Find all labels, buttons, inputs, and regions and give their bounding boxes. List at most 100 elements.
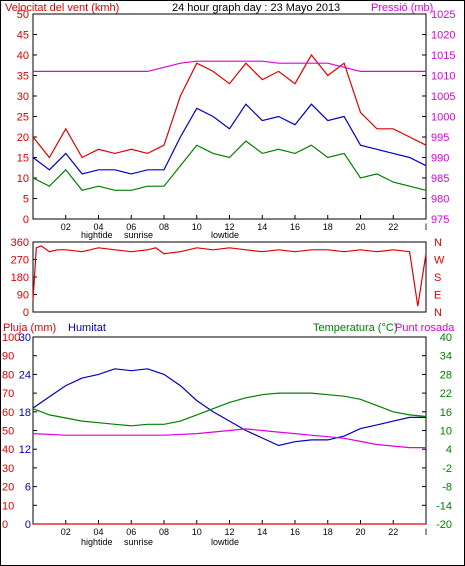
compass-label: N xyxy=(434,237,442,249)
temp-x-tick-label: 20 xyxy=(355,527,365,537)
rain-y-tick-label: 80 xyxy=(2,369,14,381)
wind-x-tick-label: 06 xyxy=(126,222,136,232)
temperature-line xyxy=(32,392,427,427)
rain-y-tick-label: 60 xyxy=(2,407,14,419)
wind-y-tick-label: 50 xyxy=(17,9,29,21)
pressure-line xyxy=(33,60,426,73)
wind-x-tick-label: 16 xyxy=(290,222,300,232)
temp-y-tick-label: 22 xyxy=(440,388,452,400)
temp-x-tick-label: 14 xyxy=(257,527,267,537)
humidity-line xyxy=(32,368,426,447)
temp-x-tick-label: 18 xyxy=(323,527,333,537)
wind-y-tick-label: 10 xyxy=(17,173,29,185)
humidity-y-tick-label: 30 xyxy=(19,332,31,344)
wind-x-tick-label: 02 xyxy=(61,222,71,232)
humidity-y-tick-label: 18 xyxy=(19,407,31,419)
temp-y-tick-label: 40 xyxy=(440,332,452,344)
wind-y-tick-label: 15 xyxy=(17,153,29,165)
humidity-y-tick-label: 6 xyxy=(25,482,31,494)
wind-x-tick-label: 20 xyxy=(355,222,365,232)
hightide-label-bottom: hightide xyxy=(81,537,113,547)
wind-y-tick-label: 5 xyxy=(23,194,29,206)
wind-direction-line xyxy=(32,245,427,307)
rain-y-tick-label: 40 xyxy=(2,444,14,456)
direction-y-tick-label: 180 xyxy=(11,272,29,284)
rain-y-tick-label: 10 xyxy=(2,500,14,512)
wind-y-tick-label: 25 xyxy=(17,112,29,124)
sunrise-label: sunrise xyxy=(124,230,153,240)
sunrise-label-bottom: sunrise xyxy=(124,537,153,547)
compass-label: S xyxy=(434,272,441,284)
wind-y-tick-label: 45 xyxy=(17,30,29,42)
temp-x-tick-label: 06 xyxy=(126,527,136,537)
wind-y-tick-label: 0 xyxy=(23,214,29,226)
pressure-y-tick-label: 990 xyxy=(431,153,449,165)
humidity-y-tick-label: 24 xyxy=(19,369,31,381)
wind-x-tick-label: 18 xyxy=(323,222,333,232)
wind-x-tick-label: 08 xyxy=(159,222,169,232)
wind-x-tick-label: I xyxy=(425,222,428,232)
pressure-y-tick-label: 1005 xyxy=(431,91,455,103)
wind-gust-line xyxy=(32,53,427,159)
temp-x-tick-label: 12 xyxy=(224,527,234,537)
pressure-y-tick-label: 1015 xyxy=(431,50,455,62)
direction-panel xyxy=(32,241,427,313)
wind-axis-label: Velocitat del vent (kmh) xyxy=(5,2,119,14)
pressure-y-tick-label: 985 xyxy=(431,173,449,185)
pressure-y-tick-label: 980 xyxy=(431,194,449,206)
wind-y-tick-label: 20 xyxy=(17,132,29,144)
temp-y-tick-label: -2 xyxy=(442,463,452,475)
rain-y-tick-label: 20 xyxy=(2,482,14,494)
temp-x-tick-label: 02 xyxy=(61,527,71,537)
humidity-y-tick-label: 0 xyxy=(25,519,31,531)
wind-x-tick-label: 12 xyxy=(224,222,234,232)
rain-y-tick-label: 30 xyxy=(2,463,14,475)
temp-x-tick-label: 08 xyxy=(159,527,169,537)
rain-y-tick-label: 90 xyxy=(2,351,14,363)
wind-speed-line xyxy=(32,103,427,175)
temp-y-tick-label: -20 xyxy=(436,519,452,531)
temp-x-tick-label: 04 xyxy=(93,527,103,537)
rain-y-tick-label: 70 xyxy=(2,388,14,400)
compass-label: N xyxy=(434,307,442,319)
direction-y-tick-label: 0 xyxy=(23,307,29,319)
temp-x-tick-label: 16 xyxy=(290,527,300,537)
wind-x-tick-label: 14 xyxy=(257,222,267,232)
direction-y-tick-label: 270 xyxy=(11,255,29,267)
pressure-axis-label: Pressió (mb) xyxy=(371,2,433,14)
temp-y-tick-label: -8 xyxy=(442,482,452,494)
rain-axis-label: Pluja (mm) xyxy=(3,322,56,334)
wind-x-tick-label: 04 xyxy=(93,222,103,232)
graph-title: 24 hour graph day : 23 Mayo 2013 xyxy=(172,2,340,14)
pressure-y-tick-label: 975 xyxy=(431,214,449,226)
hightide-label: hightide xyxy=(81,230,113,240)
wind-panel xyxy=(32,13,427,220)
pressure-y-tick-label: 1025 xyxy=(431,9,455,21)
wind-y-tick-label: 40 xyxy=(17,50,29,62)
rain-y-tick-label: 0 xyxy=(2,519,8,531)
pressure-y-tick-label: 995 xyxy=(431,132,449,144)
lowtide-label: lowtide xyxy=(211,230,239,240)
wind-x-tick-label: 22 xyxy=(388,222,398,232)
temp-y-tick-label: -14 xyxy=(436,500,452,512)
temp-y-tick-label: 4 xyxy=(446,444,452,456)
dewpoint-axis-label: Punt rosada xyxy=(395,322,455,334)
rain-y-tick-label: 100 xyxy=(2,332,20,344)
temp-y-tick-label: 28 xyxy=(440,369,452,381)
direction-y-tick-label: 360 xyxy=(11,237,29,249)
temp-x-tick-label: I xyxy=(425,527,428,537)
pressure-y-tick-label: 1020 xyxy=(431,30,455,42)
wind-y-tick-label: 35 xyxy=(17,71,29,83)
temp-x-tick-label: 22 xyxy=(388,527,398,537)
wind-y-tick-label: 30 xyxy=(17,91,29,103)
temp-y-tick-label: 10 xyxy=(440,426,452,438)
temp-x-tick-label: 10 xyxy=(192,527,202,537)
humidity-y-tick-label: 12 xyxy=(19,444,31,456)
rain-y-tick-label: 50 xyxy=(2,426,14,438)
temp-y-tick-label: 16 xyxy=(440,407,452,419)
wind-low-line xyxy=(32,140,427,191)
pressure-y-tick-label: 1010 xyxy=(431,71,455,83)
direction-y-tick-label: 90 xyxy=(17,290,29,302)
lowtide-label-bottom: lowtide xyxy=(211,537,239,547)
